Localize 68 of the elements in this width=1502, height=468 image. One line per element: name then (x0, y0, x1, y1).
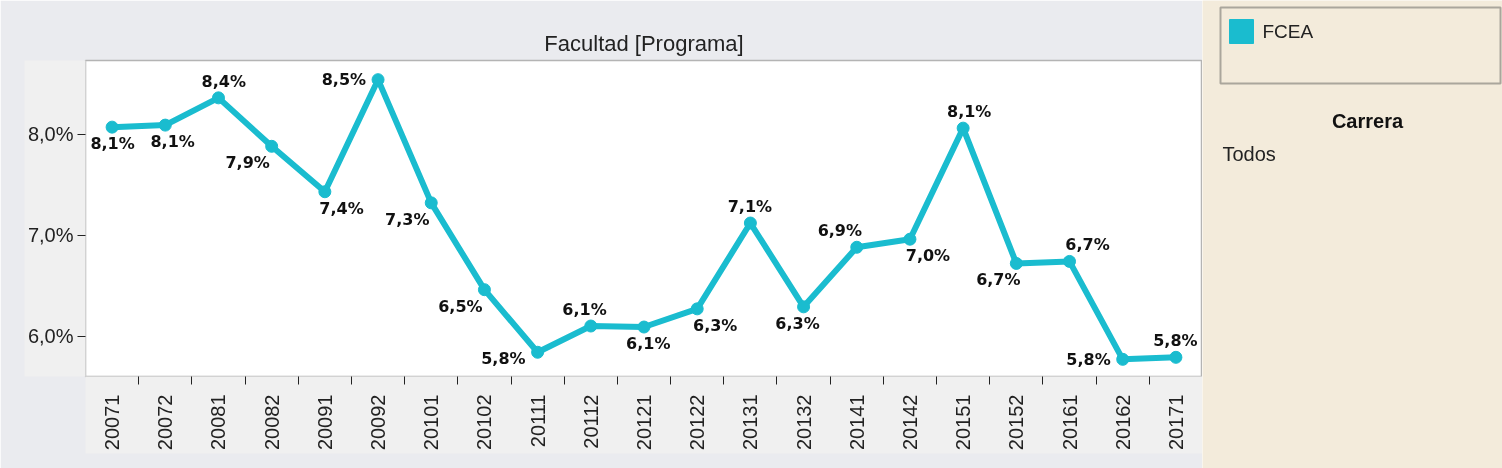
x-tick-label: 20142 (898, 394, 921, 451)
y-tick-label: 8,0% (27, 123, 74, 146)
data-label: 8,4% (201, 71, 246, 91)
x-tick-label: 20121 (633, 394, 655, 451)
point (903, 232, 917, 246)
point (797, 300, 811, 314)
point (1116, 352, 1130, 366)
x-tick-label: 20151 (952, 394, 975, 451)
text: Todos (1222, 142, 1276, 165)
data-label: 5,8% (1153, 331, 1198, 351)
data-label: 6,3% (693, 315, 738, 335)
data-label: 7,0% (905, 246, 951, 266)
data-label: 7,3% (385, 209, 430, 229)
x-tick-label: 20112 (579, 394, 602, 449)
y-tick-label: 6,0% (27, 325, 74, 348)
x-tick-label: 20141 (845, 394, 868, 451)
x-tick-label: 20091 (313, 394, 336, 451)
chart-title: Facultad [Programa] (544, 30, 744, 56)
point (265, 139, 279, 153)
x-tick-label: 20102 (473, 394, 496, 451)
point (637, 320, 651, 334)
data-label: 6,7% (976, 270, 1021, 290)
point (850, 240, 864, 254)
data-label: 6,1% (626, 334, 671, 354)
point (424, 196, 438, 210)
data-label: 8,1% (90, 134, 135, 154)
x-tick-label: 20092 (367, 394, 390, 451)
legend-label: FCEA (1262, 21, 1314, 42)
x-tick-label: 20171 (1164, 394, 1187, 451)
data-label: 7,1% (727, 197, 773, 217)
y-tick-label: 7,0% (27, 224, 74, 247)
text: Carrera (1331, 109, 1404, 132)
x-tick-label: 20082 (260, 394, 283, 451)
data-label: 7,4% (319, 198, 364, 218)
data-label: 5,8% (481, 348, 526, 368)
x-tick-label: 20081 (207, 394, 230, 451)
data-label: 7,9% (225, 153, 270, 173)
data-label: 8,1% (150, 132, 195, 152)
point (1009, 256, 1023, 270)
point (318, 185, 332, 199)
data-label: 8,5% (321, 70, 367, 90)
data-label: 6,9% (817, 221, 863, 241)
x-tick-label: 20072 (154, 394, 177, 451)
x-tick-label: 20132 (792, 394, 815, 451)
data-label: 6,1% (562, 300, 607, 320)
x-tick-label: 20111 (526, 394, 549, 448)
x-tick-label: 20071 (101, 394, 124, 451)
point (1063, 254, 1077, 268)
x-tick-label: 20131 (739, 394, 762, 451)
x-tick-label: 20101 (420, 394, 443, 451)
x-tick-label: 20152 (1005, 394, 1028, 451)
point (211, 91, 225, 105)
data-label: 6,7% (1065, 235, 1110, 255)
point (531, 345, 545, 359)
point (1169, 350, 1183, 364)
x-tick-label: 20161 (1058, 394, 1081, 451)
data-label: 8,1% (947, 102, 992, 122)
data-label: 6,3% (775, 313, 820, 333)
x-tick-label: 20122 (686, 394, 709, 451)
x-tick-label: 20162 (1111, 394, 1134, 451)
point (477, 283, 491, 297)
point (584, 319, 598, 333)
point (743, 216, 757, 230)
point (690, 302, 704, 316)
data-label: 6,5% (438, 296, 483, 316)
point (105, 120, 119, 134)
data-label: 5,8% (1066, 349, 1111, 369)
point (158, 118, 172, 132)
